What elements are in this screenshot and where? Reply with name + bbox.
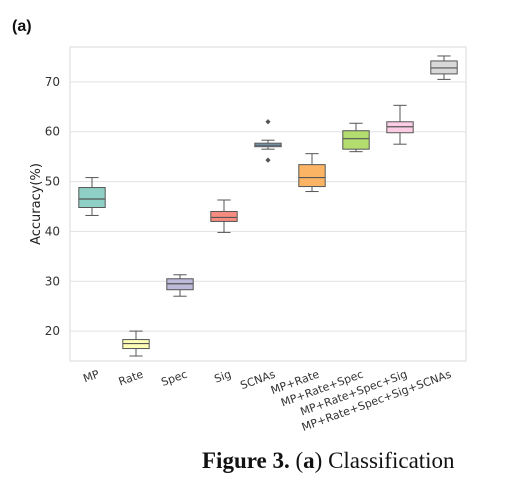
- y-tick-20: 20: [45, 324, 60, 338]
- panel-label: (a): [12, 18, 32, 35]
- box-MP+Rate+Spec+Sig: [386, 104, 414, 145]
- y-tick-30: 30: [45, 274, 60, 288]
- box-body: [78, 187, 106, 208]
- caption-panel: a: [303, 448, 315, 473]
- box-body: [210, 210, 238, 222]
- box-MP+Rate: [298, 153, 326, 193]
- x-tick-labels: MP Rate Spec Sig SCNAsMP+RateMP+Rate+SpecMP+…: [81, 367, 453, 433]
- boxes-group: [78, 55, 458, 357]
- box-MP: [78, 177, 106, 216]
- x-tick-Rate: Rate: [117, 368, 145, 389]
- y-tick-70: 70: [45, 75, 60, 89]
- caption-text: Classification: [328, 448, 455, 473]
- y-tick-60: 60: [45, 125, 60, 139]
- box-MP+Rate+Spec+Sig+SCNAs: [430, 55, 458, 80]
- grid-lines: [69, 46, 467, 362]
- x-tick-MP: MP: [81, 367, 101, 385]
- x-tick-Sig: Sig: [213, 368, 233, 386]
- box-Spec: [166, 274, 194, 297]
- y-tick-40: 40: [45, 224, 60, 238]
- caption-figure-number: Figure 3.: [202, 448, 290, 473]
- box-body: [342, 130, 370, 150]
- box-SCNAs: [254, 119, 282, 163]
- y-tick-50: 50: [45, 175, 60, 189]
- outlier-0: [265, 119, 271, 125]
- plot-frame: [69, 46, 467, 362]
- box-body: [298, 164, 326, 188]
- y-axis-label: Accuracy(%): [29, 163, 44, 245]
- x-tick-Spec: Spec: [159, 368, 189, 389]
- box-MP+Rate+Spec: [342, 122, 370, 153]
- figure-caption: Figure 3. (a) Classification: [202, 448, 455, 473]
- y-tick-labels: 20 30 40 50 60 70: [45, 75, 60, 338]
- box-Rate: [122, 330, 150, 357]
- outlier-1: [265, 157, 271, 163]
- box-Sig: [210, 199, 238, 233]
